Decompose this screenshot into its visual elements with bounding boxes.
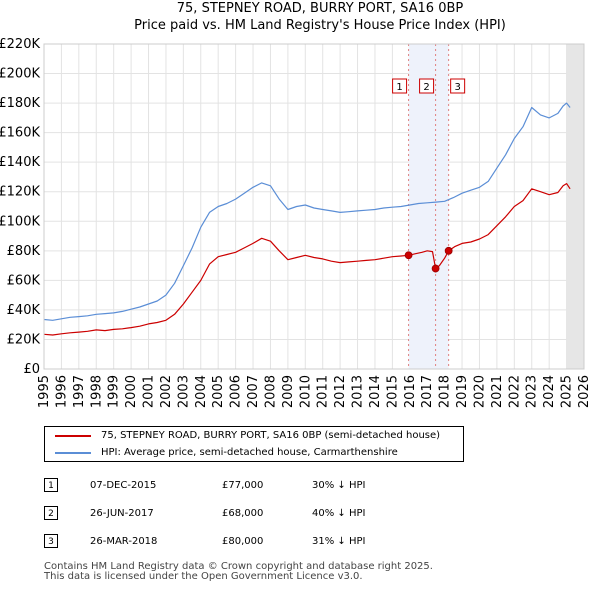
x-tick-label: 1999 (107, 375, 122, 408)
x-tick-label: 2012 (333, 375, 348, 408)
sale-date: 07-DEC-2015 (90, 480, 157, 491)
x-tick-label: 2018 (438, 375, 453, 408)
sale-price: £80,000 (222, 536, 264, 547)
y-tick-label: £100K (0, 214, 40, 229)
x-tick-label: 2013 (351, 375, 366, 408)
x-tick-label: 2006 (229, 375, 244, 408)
sale-period-highlight (408, 44, 449, 369)
x-tick-label: 2007 (246, 375, 261, 408)
legend-item-property: 75, STEPNEY ROAD, BURRY PORT, SA16 0BP (… (45, 427, 465, 444)
x-tick-label: 2003 (176, 375, 191, 408)
sale-hpi-diff: 31% ↓ HPI (312, 536, 366, 547)
sale-marker-box (419, 78, 435, 94)
y-tick-label: £220K (0, 37, 40, 52)
price-chart: 75, STEPNEY ROAD, BURRY PORT, SA16 0BP P… (0, 1, 592, 408)
y-tick-label: £120K (0, 185, 40, 200)
sale-row: 1 07-DEC-2015 £77,000 30% ↓ HPI (44, 472, 464, 500)
sale-marker-label: 2 (423, 82, 429, 93)
sale-point (431, 264, 440, 273)
legend-label-property: 75, STEPNEY ROAD, BURRY PORT, SA16 0BP (… (101, 430, 441, 441)
x-tick-label: 2010 (298, 375, 313, 408)
x-tick-label: 2011 (316, 375, 331, 408)
x-tick-label: 1998 (89, 375, 104, 408)
sale-row: 2 26-JUN-2017 £68,000 40% ↓ HPI (44, 500, 464, 528)
chart-title: 75, STEPNEY ROAD, BURRY PORT, SA16 0BP (177, 1, 464, 16)
x-tick-label: 2022 (507, 375, 522, 408)
future-region (566, 44, 584, 369)
y-tick-label: £160K (0, 126, 40, 141)
y-tick-label: £200K (0, 67, 40, 82)
sale-hpi-diff: 40% ↓ HPI (312, 508, 366, 519)
x-tick-label: 2023 (525, 375, 540, 408)
sale-marker-label: 1 (396, 82, 402, 93)
y-tick-label: £140K (0, 155, 40, 170)
sales-table: 1 07-DEC-2015 £77,000 30% ↓ HPI 2 26-JUN… (44, 472, 464, 556)
x-tick-label: 2008 (263, 375, 278, 408)
x-tick-label: 2005 (211, 375, 226, 408)
x-tick-label: 1996 (54, 375, 69, 408)
sale-marker: 1 (44, 478, 58, 492)
x-tick-label: 2004 (194, 375, 209, 408)
plot-frame (43, 43, 585, 370)
x-tick-label: 2016 (403, 375, 418, 408)
sale-row: 3 26-MAR-2018 £80,000 31% ↓ HPI (44, 528, 464, 556)
footer-licence: This data is licensed under the Open Gov… (44, 571, 363, 582)
sale-point (404, 251, 413, 260)
x-tick-label: 2014 (368, 375, 383, 408)
legend-label-hpi: HPI: Average price, semi-detached house,… (101, 447, 398, 458)
sale-marker-box (450, 78, 466, 94)
y-tick-label: £80K (7, 244, 41, 259)
y-tick-label: £20K (7, 332, 41, 347)
sale-point (444, 246, 453, 255)
hpi-series-line (43, 102, 571, 321)
x-tick-label: 1995 (37, 375, 52, 408)
x-tick-label: 2026 (577, 375, 592, 408)
x-tick-label: 2017 (420, 375, 435, 408)
x-tick-label: 2025 (560, 375, 575, 408)
x-tick-label: 2009 (281, 375, 296, 408)
x-tick-label: 2024 (542, 375, 557, 408)
x-tick-label: 2019 (455, 375, 470, 408)
x-tick-label: 2015 (385, 375, 400, 408)
sale-hpi-diff: 30% ↓ HPI (312, 480, 366, 491)
chart-subtitle: Price paid vs. HM Land Registry's House … (134, 18, 506, 33)
x-tick-label: 1997 (72, 375, 87, 408)
footer: Contains HM Land Registry data © Crown c… (44, 562, 433, 582)
sale-marker: 3 (44, 534, 58, 548)
property-series-line (43, 183, 571, 336)
sale-marker-label: 3 (454, 82, 460, 93)
x-tick-label: 2000 (124, 375, 139, 408)
y-tick-label: £0 (23, 362, 40, 377)
plot-area (44, 44, 584, 369)
chart-legend: 75, STEPNEY ROAD, BURRY PORT, SA16 0BP (… (44, 426, 464, 462)
y-tick-label: £180K (0, 96, 40, 111)
x-tick-label: 2021 (490, 375, 505, 408)
footer-copyright: Contains HM Land Registry data © Crown c… (44, 561, 433, 572)
y-tick-label: £60K (7, 273, 41, 288)
legend-swatch-property (55, 435, 91, 437)
legend-item-hpi: HPI: Average price, semi-detached house,… (45, 444, 465, 461)
sale-marker: 2 (44, 506, 58, 520)
sale-price: £77,000 (222, 480, 264, 491)
x-tick-label: 2020 (472, 375, 487, 408)
legend-swatch-hpi (55, 452, 91, 454)
sale-price: £68,000 (222, 508, 264, 519)
sale-date: 26-MAR-2018 (90, 536, 158, 547)
x-tick-label: 2002 (159, 375, 174, 408)
y-tick-label: £40K (7, 303, 41, 318)
sale-date: 26-JUN-2017 (90, 508, 154, 519)
x-tick-label: 2001 (142, 375, 157, 408)
sale-marker-box (392, 78, 408, 94)
